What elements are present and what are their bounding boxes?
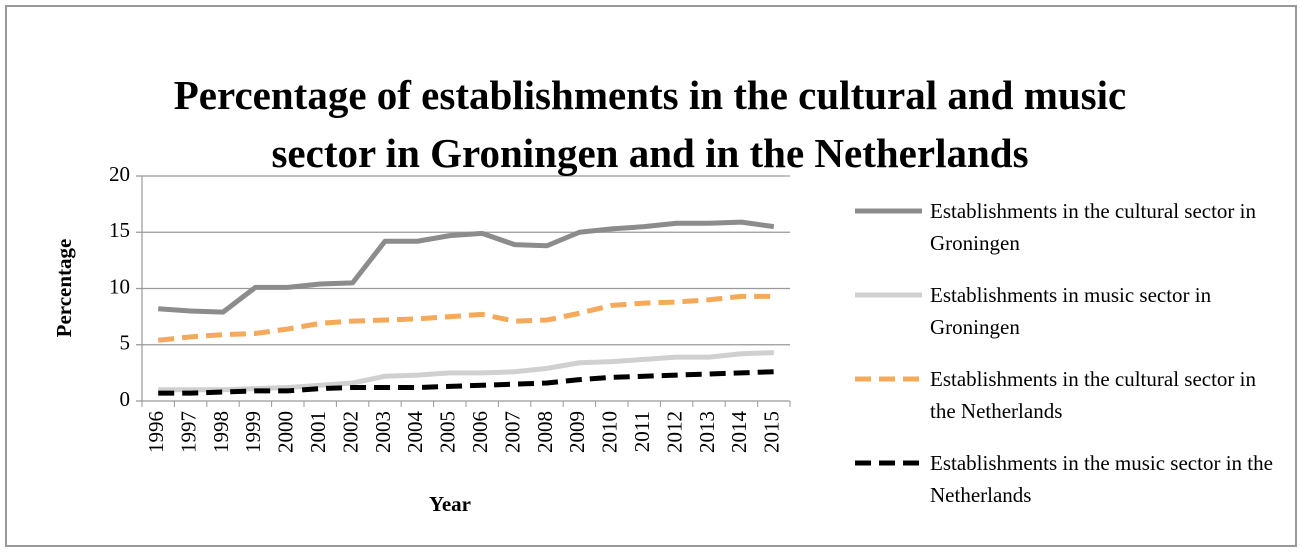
legend-label: Establishments in the cultural sector in… (930, 199, 1257, 255)
x-tick-label: 2012 (662, 411, 686, 453)
x-tick-label: 2010 (598, 411, 622, 453)
y-tick-label: 0 (120, 387, 131, 411)
x-tick-label: 2003 (371, 411, 395, 453)
x-tick-label: 1999 (241, 411, 265, 453)
x-tick-label: 1996 (144, 411, 168, 453)
x-tick-label: 2004 (403, 411, 427, 454)
x-tick-label: 1998 (209, 411, 233, 453)
x-tick-label: 2015 (760, 411, 784, 453)
series-line (157, 293, 774, 343)
series-line (158, 219, 775, 315)
y-axis-label: Percentage (52, 239, 76, 338)
legend-label: Establishments in the cultural sector in… (930, 367, 1257, 423)
chart-title: Percentage of establishments in the cult… (173, 72, 1127, 176)
x-tick-label: 2006 (468, 411, 492, 453)
y-tick-label: 10 (109, 274, 130, 298)
x-tick-label: 2008 (533, 411, 557, 453)
x-axis-label: Year (429, 492, 471, 516)
legend-label: Establishments in music sector in Gronin… (930, 283, 1212, 339)
x-tick-label: 2000 (274, 411, 298, 453)
x-tick-label: 2005 (436, 411, 460, 453)
y-tick-label: 20 (109, 162, 130, 186)
x-tick-label: 2002 (338, 411, 362, 453)
x-tick-label: 2011 (630, 411, 654, 452)
x-tick-label: 2007 (500, 411, 524, 453)
x-tick-label: 2009 (565, 411, 589, 453)
x-tick-label: 2014 (727, 411, 751, 454)
y-tick-label: 15 (109, 218, 130, 242)
x-tick-label: 2013 (695, 411, 719, 453)
x-tick-label: 1997 (176, 411, 200, 453)
y-tick-label: 5 (120, 331, 131, 355)
legend-label: Establishments in the music sector in th… (930, 451, 1273, 507)
x-tick-label: 2001 (306, 411, 330, 453)
chart-border (5, 5, 1297, 547)
series-line (158, 369, 774, 396)
